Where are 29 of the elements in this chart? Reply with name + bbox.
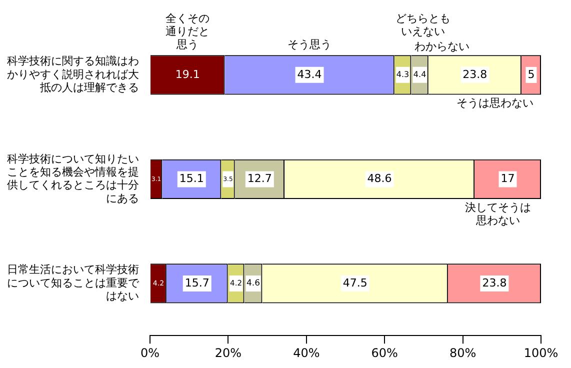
x-tick-label: 100% bbox=[524, 346, 558, 360]
data-label: 15.1 bbox=[179, 172, 204, 186]
x-tick-label: 60% bbox=[371, 346, 398, 360]
y-tick-label: 科学技術について知りたいことを知る機会や情報を提供してくれるところは十分にある bbox=[7, 152, 139, 205]
data-label: 4.3 bbox=[396, 70, 410, 80]
x-tick-label: 80% bbox=[449, 346, 476, 360]
data-label: 17 bbox=[500, 172, 515, 186]
data-label: 4.4 bbox=[413, 70, 426, 80]
data-label: 19.1 bbox=[175, 68, 200, 81]
y-tick-label: 日常生活において科学技術について知ることは重要ではない bbox=[7, 263, 140, 303]
data-label: 48.6 bbox=[367, 172, 392, 186]
data-label: 23.8 bbox=[482, 276, 507, 290]
series-label: そうは思わない bbox=[456, 96, 534, 110]
series-label: どちらともいえない bbox=[395, 12, 450, 38]
data-label: 15.7 bbox=[184, 276, 210, 290]
data-label: 4.6 bbox=[246, 278, 260, 289]
data-label: 23.8 bbox=[462, 68, 488, 81]
x-tick-label: 0% bbox=[140, 346, 160, 360]
series-label: そう思う bbox=[288, 38, 332, 51]
y-tick-label: 科学技術に関する知識はわかりやすく説明されれば大抵の人は理解できる bbox=[7, 54, 139, 94]
series-label: 決してそうは思わない bbox=[464, 200, 531, 227]
x-tick-label: 20% bbox=[214, 346, 242, 360]
data-label: 5 bbox=[528, 68, 535, 81]
series-label: わからない bbox=[414, 40, 470, 53]
series-label: 全くその通りだと思う bbox=[166, 12, 210, 51]
data-label: 43.4 bbox=[297, 68, 322, 81]
data-label: 47.5 bbox=[342, 276, 368, 290]
data-label: 12.7 bbox=[247, 172, 272, 186]
x-tick-label: 40% bbox=[293, 346, 320, 360]
